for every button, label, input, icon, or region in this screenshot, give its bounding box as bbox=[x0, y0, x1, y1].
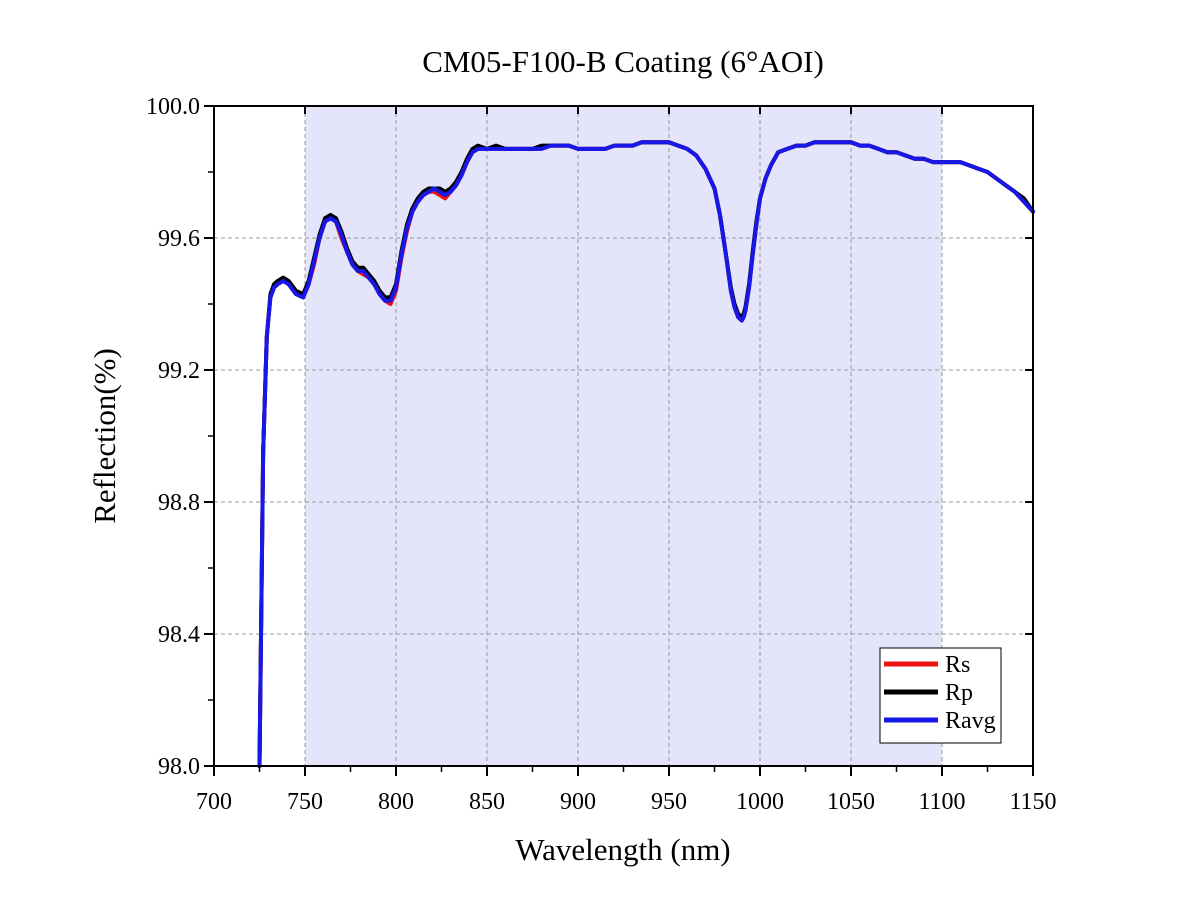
x-tick-label: 750 bbox=[287, 789, 323, 815]
y-tick-label: 99.2 bbox=[158, 358, 200, 384]
x-tick-label: 950 bbox=[651, 789, 687, 815]
legend-label-ravg: Ravg bbox=[945, 708, 996, 734]
x-tick-label: 1100 bbox=[918, 789, 965, 815]
y-tick-label: 98.0 bbox=[158, 754, 200, 780]
series-lines bbox=[257, 140, 1035, 768]
highlight-band bbox=[305, 106, 942, 766]
legend-label-rs: Rs bbox=[945, 652, 970, 678]
grid-lines bbox=[214, 106, 1033, 766]
x-tick-label: 1050 bbox=[827, 789, 875, 815]
x-tick-label: 1150 bbox=[1009, 789, 1056, 815]
y-axis-label: Reflection(%) bbox=[87, 348, 122, 524]
chart-title: CM05-F100-B Coating (6°AOI) bbox=[422, 44, 824, 79]
y-tick-label: 100.0 bbox=[146, 94, 200, 120]
x-tick-label: 700 bbox=[196, 789, 232, 815]
x-axis-label: Wavelength (nm) bbox=[515, 832, 730, 867]
x-tick-label: 1000 bbox=[736, 789, 784, 815]
y-tick-label: 98.8 bbox=[158, 490, 200, 516]
y-axis: 98.0 98.4 98.8 99.2 99.6 100.0 bbox=[146, 94, 1033, 780]
y-tick-label: 98.4 bbox=[158, 622, 200, 648]
x-tick-label: 800 bbox=[378, 789, 414, 815]
legend-label-rp: Rp bbox=[945, 680, 973, 706]
x-axis: 700 750 800 850 900 950 1000 1050 1100 1150 bbox=[196, 106, 1057, 815]
x-tick-label: 900 bbox=[560, 789, 596, 815]
y-tick-label: 99.6 bbox=[158, 226, 200, 252]
series-line-ravg bbox=[257, 140, 1035, 768]
x-tick-label: 850 bbox=[469, 789, 505, 815]
